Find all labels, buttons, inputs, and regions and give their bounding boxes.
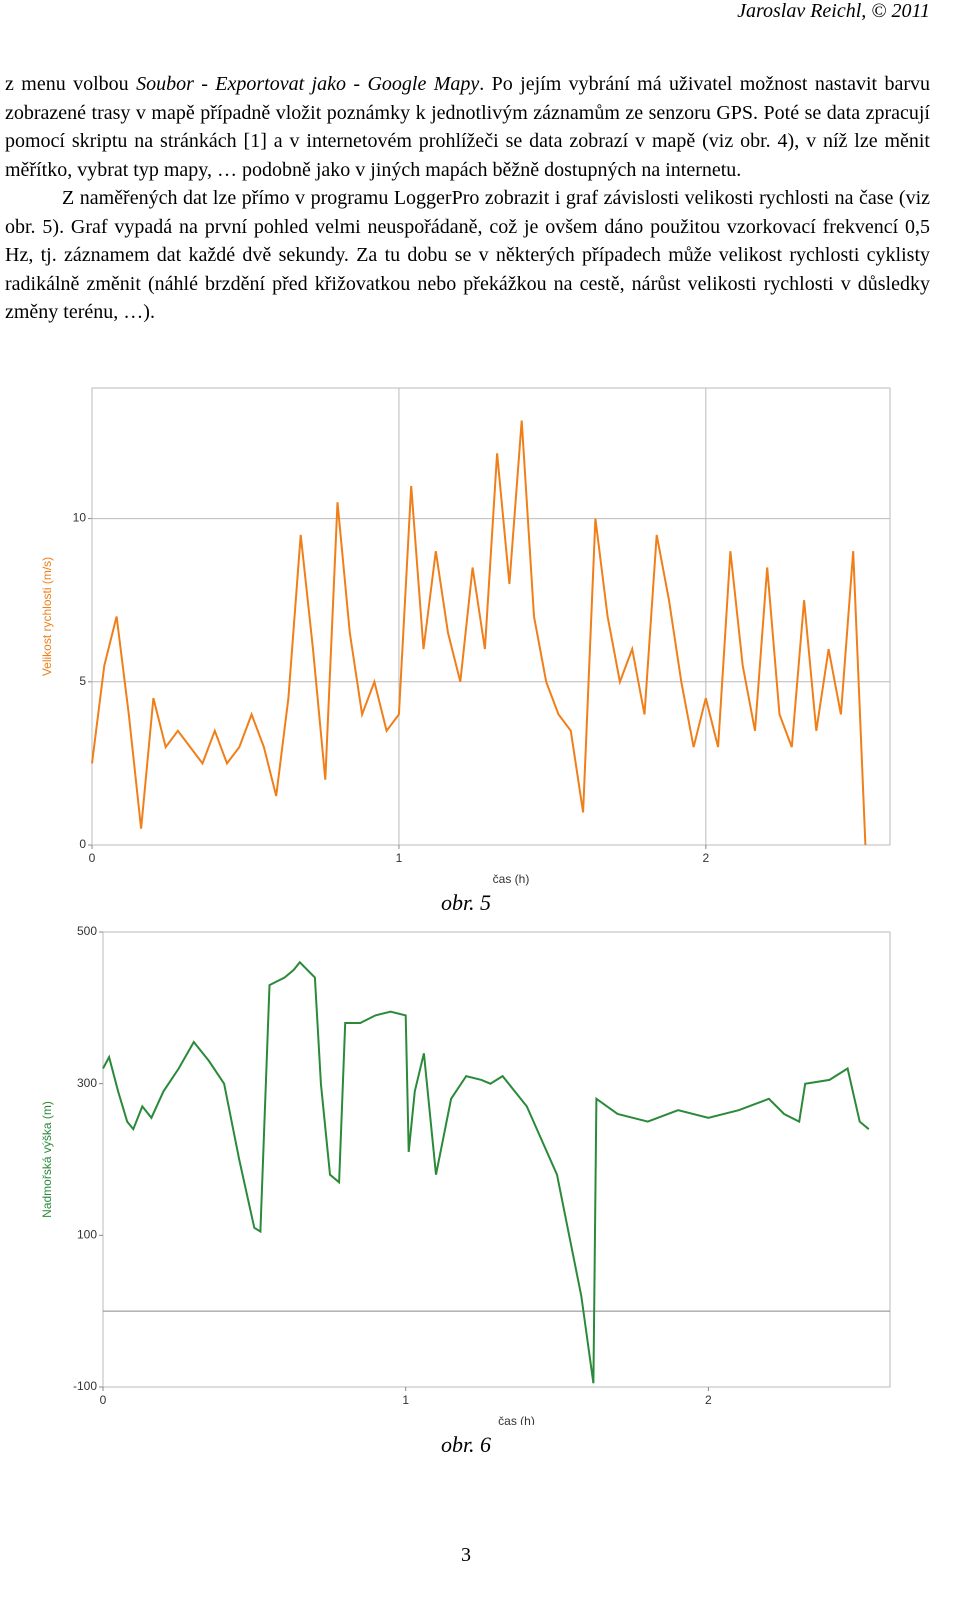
text: z menu volbou (5, 73, 137, 95)
x-axis-label: čas (h) (493, 872, 530, 886)
x-tick-label: 1 (402, 1393, 409, 1407)
chart: -100 100 300 500 0 1 2 čas (h) Nadmořská výška (… (40, 925, 891, 1425)
paragraph: Z naměřených dat lze přímo v programu Lo… (5, 184, 930, 327)
x-tick-label: 2 (705, 1393, 712, 1407)
y-tick-label: 300 (77, 1076, 97, 1090)
body-text: z menu volbou Soubor - Exportovat jako -… (5, 70, 930, 327)
chart: 0 5 10 0 1 2 čas (h) Velikost rychlosti (m/s) (40, 387, 891, 886)
x-tick-label: 0 (100, 1393, 107, 1407)
y-tick-label: 500 (77, 925, 97, 938)
y-tick-label: 100 (77, 1228, 97, 1242)
text: Soubor - Exportovat jako - Google Mapy (136, 73, 480, 95)
paragraph: z menu volbou Soubor - Exportovat jako -… (5, 70, 930, 184)
header: Jaroslav Reichl, © 2011 (737, 0, 930, 22)
x-axis-label: čas (h) (498, 1414, 535, 1425)
y-axis-label: Velikost rychlosti (m/s) (40, 557, 54, 676)
plot-frame (102, 931, 891, 1388)
page-number: 3 (461, 1544, 471, 1566)
caption: obr. 5 (440, 890, 492, 915)
y-axis-label: Nadmořská výška (m) (40, 1101, 54, 1218)
x-tick-label: 2 (703, 851, 710, 865)
caption: obr. 6 (440, 1432, 492, 1457)
y-tick-label: -100 (73, 1379, 97, 1393)
x-tick-label: 1 (396, 851, 403, 865)
text: Z naměřených dat lze přímo v programu Lo… (5, 187, 930, 323)
y-tick-label: 10 (73, 511, 87, 525)
data-line (102, 960, 870, 1384)
text: . Po jejím vybrání má uživatel možnost n… (5, 73, 930, 181)
data-line (91, 420, 867, 846)
x-tick-label: 0 (89, 851, 96, 865)
y-tick-label: 5 (79, 674, 86, 688)
y-tick-label: 0 (79, 837, 86, 851)
